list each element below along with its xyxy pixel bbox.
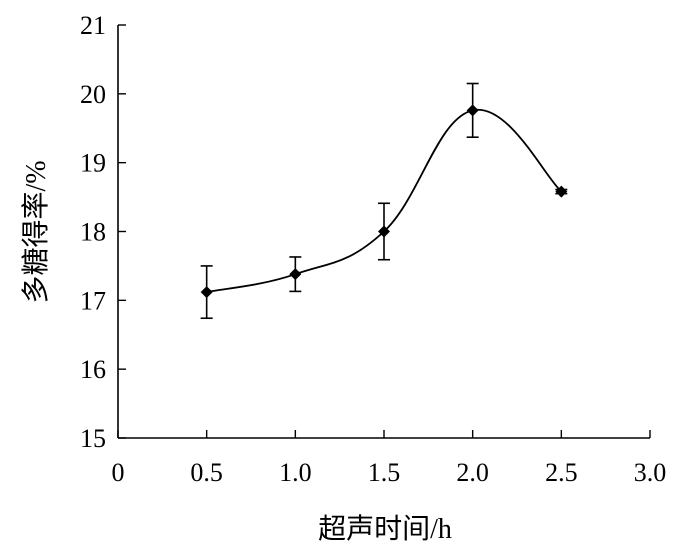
x-tick-label: 1.5 bbox=[368, 458, 401, 487]
y-axis-title: 多糖得率/% bbox=[20, 160, 52, 303]
series-line bbox=[206, 109, 562, 293]
x-tick-label: 0 bbox=[112, 458, 125, 487]
x-tick-label: 1.0 bbox=[279, 458, 312, 487]
data-point-marker bbox=[466, 104, 479, 117]
data-point-marker bbox=[378, 225, 390, 238]
data-markers bbox=[200, 104, 568, 299]
y-tick-label: 17 bbox=[80, 286, 106, 315]
y-tick-label: 20 bbox=[80, 80, 106, 109]
y-tick-label: 16 bbox=[80, 355, 106, 384]
error-bars bbox=[200, 82, 568, 320]
y-tick-label: 18 bbox=[80, 218, 106, 247]
data-point-marker bbox=[200, 286, 213, 299]
y-tick-label: 15 bbox=[80, 424, 106, 453]
series-line-group bbox=[206, 109, 562, 293]
x-tick-label: 2.0 bbox=[456, 458, 489, 487]
x-axis-title: 超声时间/h bbox=[318, 513, 452, 545]
x-tick-label: 3.0 bbox=[634, 458, 667, 487]
data-point-marker bbox=[555, 185, 568, 198]
x-tick-label: 0.5 bbox=[190, 458, 223, 487]
y-tick-label: 21 bbox=[80, 11, 106, 40]
data-point-marker bbox=[289, 268, 302, 281]
ticks: 15 16 17 18 19 20 21 0 0.5 1.0 1.5 2.0 2.5 3.0 bbox=[80, 11, 666, 487]
x-tick-label: 2.5 bbox=[545, 458, 578, 487]
y-tick-label: 19 bbox=[80, 149, 106, 178]
